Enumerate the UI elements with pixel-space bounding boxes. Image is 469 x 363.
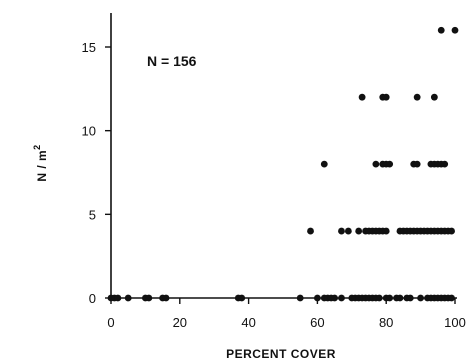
data-point [114, 294, 122, 302]
data-point [413, 93, 421, 101]
data-point [406, 294, 414, 302]
data-point [331, 294, 338, 302]
data-point [382, 93, 390, 101]
x-tick-label: 40 [241, 315, 255, 330]
data-point [338, 227, 345, 235]
data-point [430, 93, 438, 101]
x-tick-label: 80 [379, 315, 393, 330]
data-point [314, 294, 321, 302]
data-points [107, 26, 459, 302]
x-tick-label: 100 [444, 315, 466, 330]
data-point [417, 294, 424, 302]
data-point [448, 227, 455, 235]
data-point [358, 93, 366, 101]
data-point [344, 227, 352, 235]
x-tick-label: 60 [310, 315, 324, 330]
data-point [145, 294, 153, 302]
sample-size-annotation: N = 156 [147, 53, 197, 69]
data-point [386, 294, 394, 302]
data-point [124, 294, 132, 302]
data-point [437, 26, 445, 34]
svg-text:N / m2: N / m2 [32, 144, 49, 181]
data-point [320, 160, 328, 168]
data-point [296, 294, 304, 302]
y-axis-title: N / m [35, 150, 49, 182]
data-point [413, 160, 421, 168]
y-axis-title-group: N / m2 [32, 144, 49, 181]
data-point [338, 294, 345, 302]
y-axis-ticks: 0 5 10 15 [82, 40, 111, 306]
data-point [162, 294, 170, 302]
y-tick-label: 10 [82, 124, 96, 139]
y-tick-label: 15 [82, 40, 96, 55]
data-point [382, 227, 390, 235]
y-axis-title-exponent: 2 [32, 144, 42, 150]
data-point [307, 227, 314, 235]
x-axis-title: PERCENT COVER [226, 347, 336, 361]
data-point [441, 160, 449, 168]
data-point [372, 160, 380, 168]
y-tick-label: 5 [89, 207, 96, 222]
data-point [386, 160, 394, 168]
x-tick-label: 0 [107, 315, 114, 330]
data-point [451, 26, 459, 34]
y-tick-label: 0 [89, 291, 96, 306]
data-point [396, 294, 404, 302]
data-point [448, 294, 455, 302]
x-tick-label: 20 [173, 315, 187, 330]
x-axis-ticks: 0 20 40 60 80 100 [107, 298, 466, 330]
data-point [355, 227, 363, 235]
data-point [238, 294, 246, 302]
data-point [375, 294, 383, 302]
